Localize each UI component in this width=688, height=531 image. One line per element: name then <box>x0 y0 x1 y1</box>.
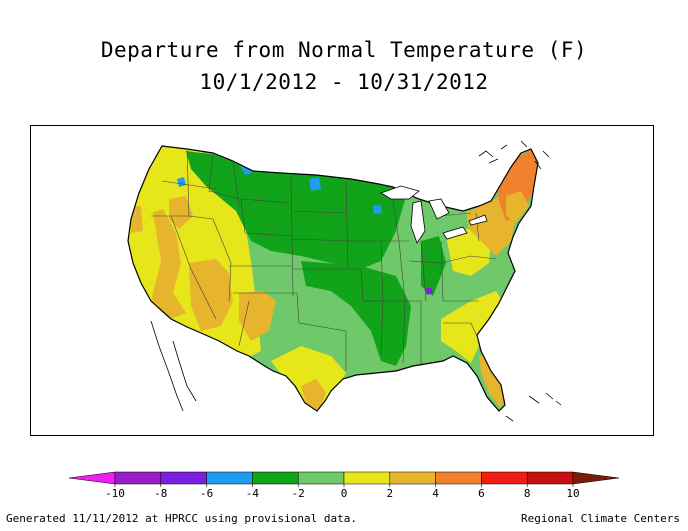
legend-bin <box>526 471 574 485</box>
legend-tick-label: -2 <box>292 487 305 500</box>
neighbor-coastlines <box>150 140 562 422</box>
legend-low-arrow <box>68 471 116 485</box>
legend-tick-label: -4 <box>246 487 260 500</box>
legend-tick-label: -8 <box>154 487 167 500</box>
legend-bin <box>114 471 162 485</box>
great-lakes <box>380 185 488 244</box>
map-date-range: 10/1/2012 - 10/31/2012 <box>199 70 489 94</box>
legend-tick-label: -6 <box>200 487 213 500</box>
legend-bin <box>481 471 528 485</box>
legend-tick-label: 6 <box>478 487 485 500</box>
legend-bin <box>160 471 207 485</box>
legend-tick-label: -10 <box>105 487 125 500</box>
temperature-departure-map <box>127 140 562 422</box>
legend-bin <box>297 471 345 485</box>
legend-high-arrow <box>572 471 620 485</box>
map-frame <box>30 125 654 436</box>
legend-tick-label: 8 <box>524 487 531 500</box>
legend-tick-label: 0 <box>341 487 348 500</box>
legend-bin <box>206 471 253 485</box>
legend-tick-label: 2 <box>386 487 393 500</box>
legend-bin <box>343 471 391 485</box>
legend-bin <box>252 471 299 485</box>
legend-tick-label: 4 <box>432 487 439 500</box>
legend-bin <box>389 471 436 485</box>
map-title: Departure from Normal Temperature (F) <box>100 38 588 62</box>
footer-generated-note: Generated 11/11/2012 at HPRCC using prov… <box>6 512 357 525</box>
state-borders <box>151 148 497 371</box>
legend-bin <box>435 471 482 485</box>
footer-credit: Regional Climate Centers <box>521 512 680 525</box>
legend-tick-label: 10 <box>566 487 579 500</box>
